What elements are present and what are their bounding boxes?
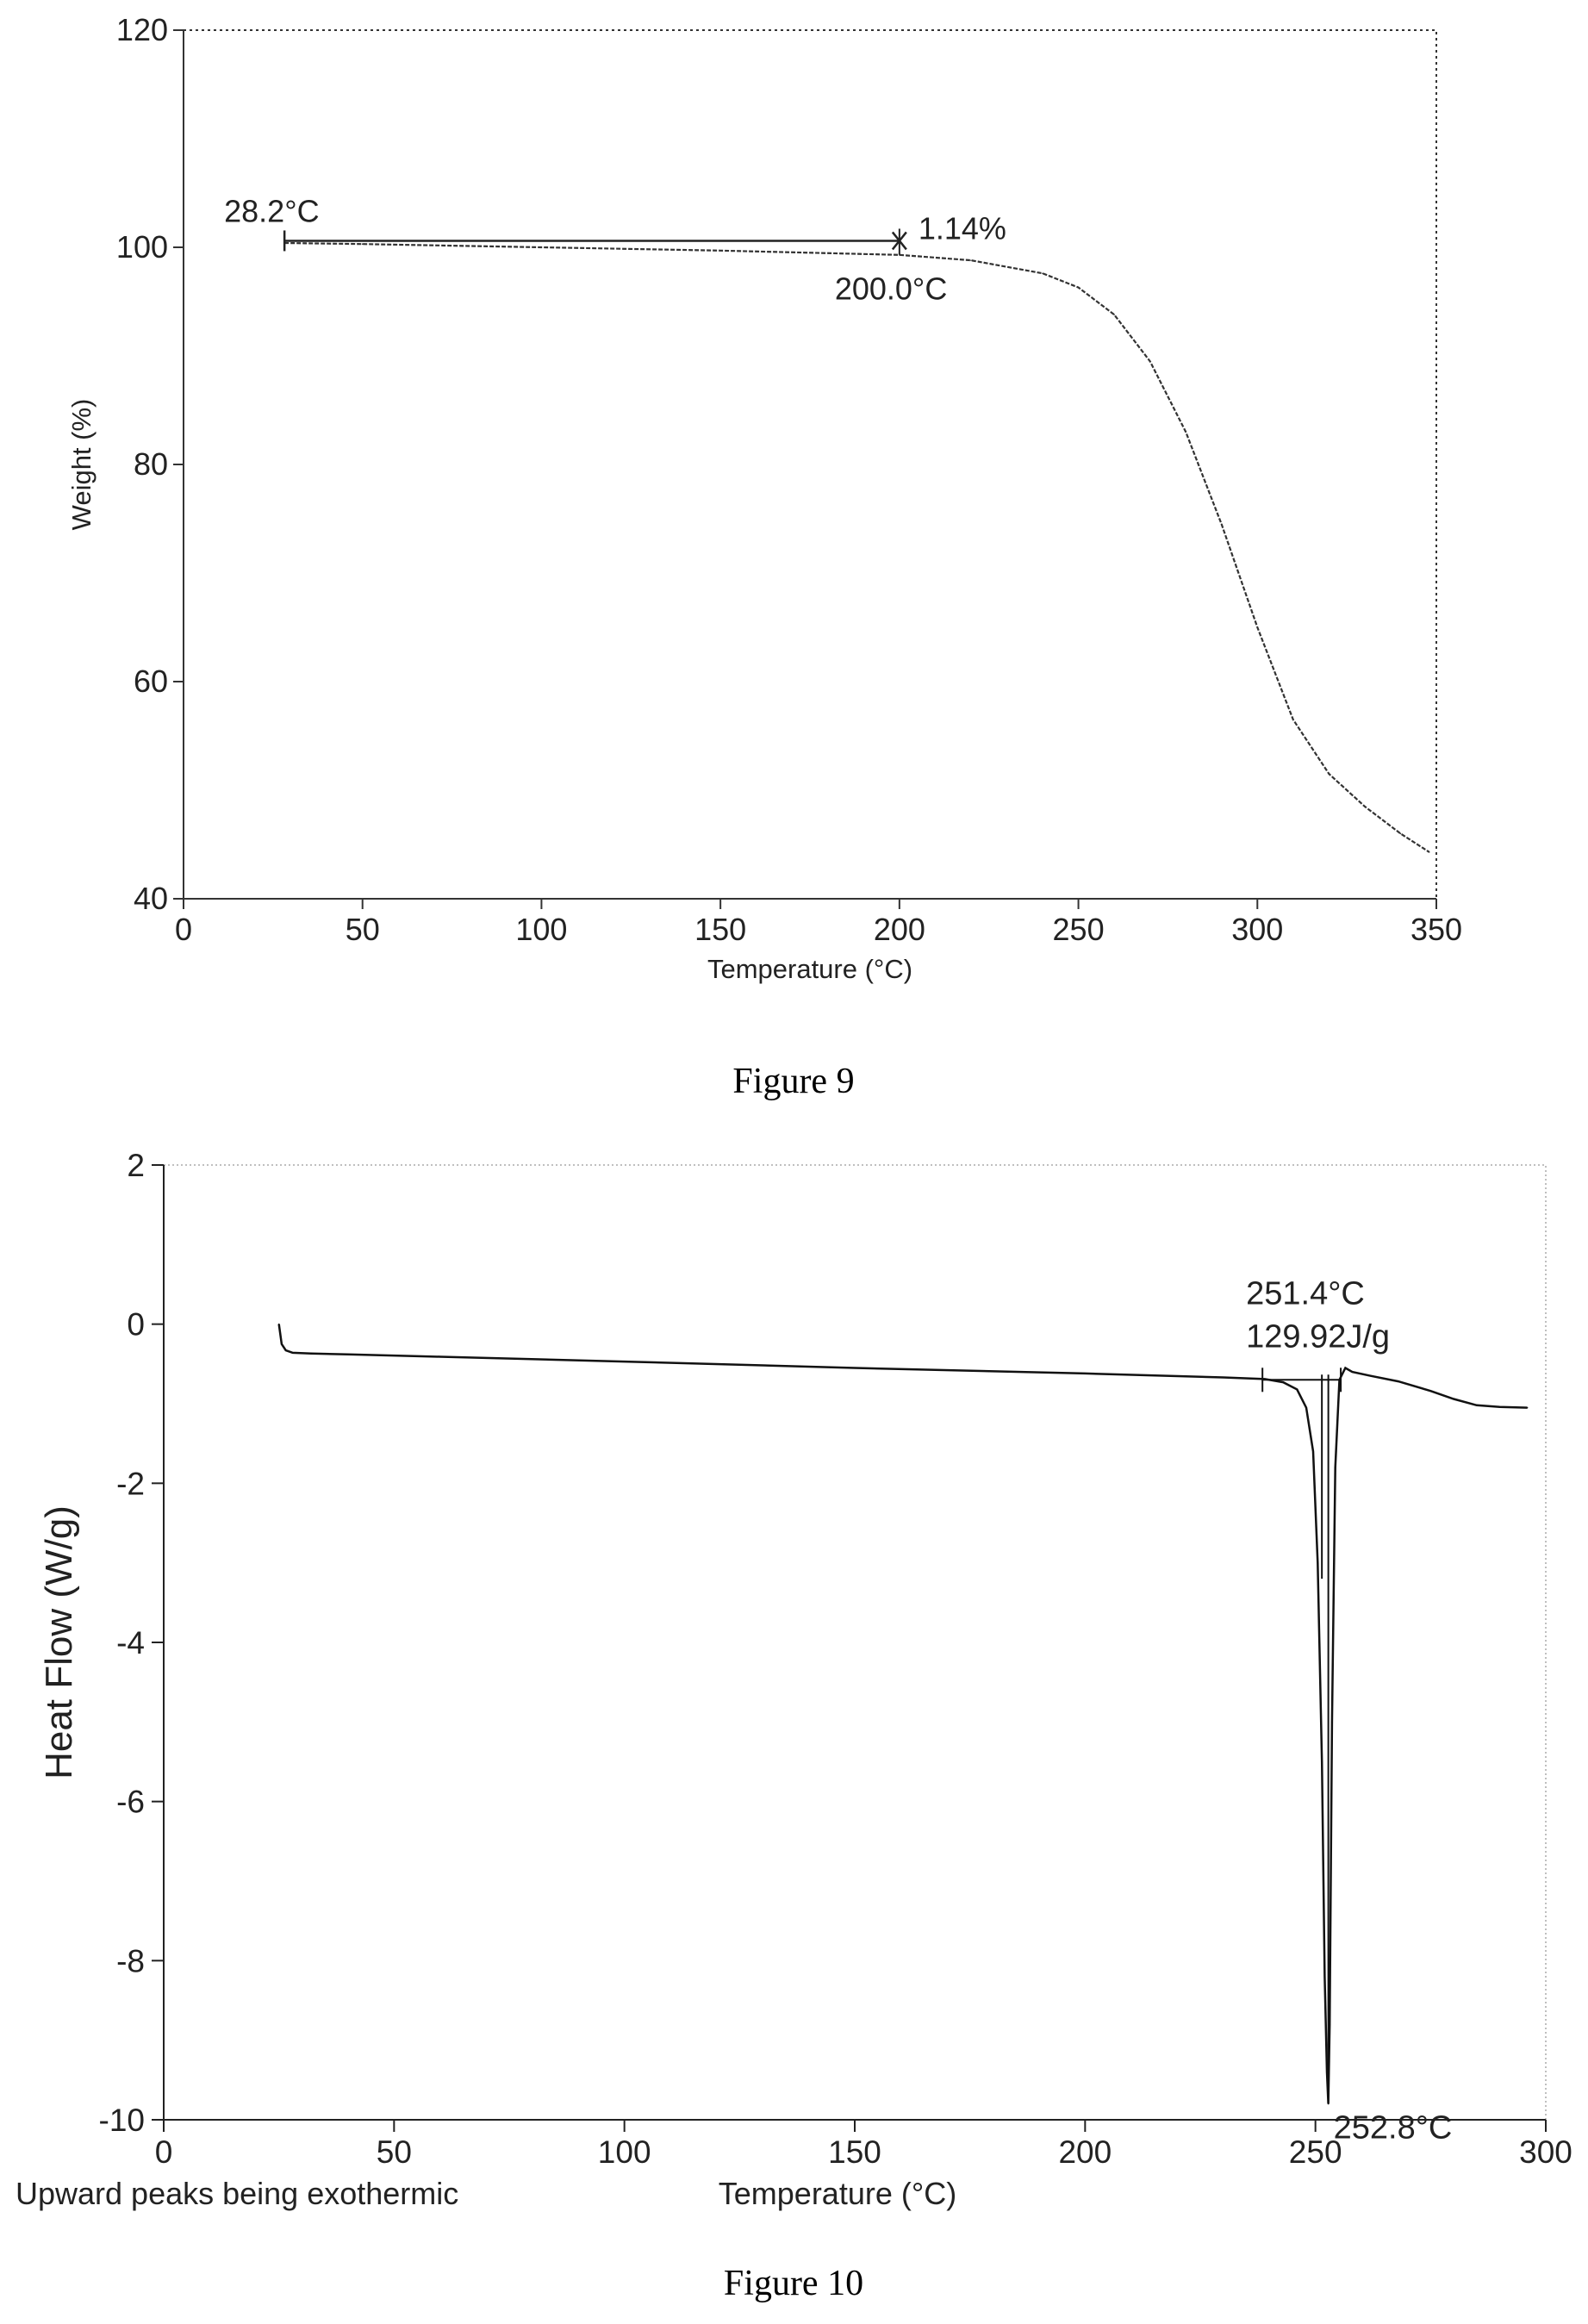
data-point (1351, 1371, 1354, 1373)
data-point (1312, 1450, 1314, 1453)
data-point (347, 1353, 349, 1355)
x-tick-label: 100 (598, 2134, 651, 2170)
x-tick-label: 150 (694, 912, 746, 947)
data-point (1113, 314, 1115, 315)
annotation-weight-loss: 1.14% (919, 210, 1006, 246)
plot-frame (183, 29, 1437, 900)
data-point (1149, 360, 1151, 363)
data-point (1282, 1381, 1285, 1383)
data-point (1344, 1367, 1347, 1369)
annotation-onset-temp: 251.4°C (1246, 1275, 1365, 1312)
y-tick-label: 0 (127, 1307, 145, 1343)
y-tick-label: 2 (127, 1148, 145, 1183)
y-axis-title: Weight (%) (66, 399, 97, 531)
data-point (1185, 431, 1186, 433)
data-point (1256, 626, 1259, 628)
x-tick-label: 100 (515, 912, 567, 947)
data-point (1398, 1380, 1399, 1382)
data-point (361, 243, 364, 246)
data-point (623, 1361, 626, 1362)
data-point (970, 259, 972, 261)
data-point (291, 1352, 294, 1354)
x-axis-title: Temperature (°C) (707, 954, 912, 984)
data-point (1328, 773, 1330, 775)
data-point (1453, 1398, 1454, 1400)
x-tick-label: 150 (828, 2134, 881, 2170)
data-point (1334, 1467, 1336, 1468)
tga-chart: 0 50 100 150 200 250 300 350 40 60 80 100 120 Tempera… (66, 12, 1462, 984)
data-point (439, 1355, 441, 1358)
x-tick-label: 50 (377, 2134, 412, 2170)
exothermic-note: Upward peaks being exothermic (16, 2176, 458, 2211)
y-tick-label: -4 (116, 1625, 145, 1660)
data-point (1326, 2071, 1328, 2073)
data-point (1428, 851, 1430, 853)
data-point (1305, 1406, 1307, 1409)
heat-flow-curve (277, 1324, 1528, 2104)
y-tick-label: -6 (116, 1785, 145, 1820)
y-tick-label: 80 (134, 446, 168, 482)
figure-10-caption: Figure 10 (724, 2264, 863, 2303)
y-tick-label: 40 (134, 881, 168, 916)
data-point (719, 249, 721, 252)
annotation-peak-temp: 252.8°C (1334, 2110, 1453, 2146)
x-tick-label: 200 (874, 912, 925, 947)
x-tick-label: 250 (1289, 2134, 1342, 2170)
data-point (1220, 523, 1223, 526)
data-point (1222, 1376, 1224, 1379)
y-axis-title: Heat Flow (W/g) (38, 1505, 80, 1779)
data-point (277, 1323, 280, 1325)
x-tick-label: 300 (1231, 912, 1283, 947)
data-point (1292, 719, 1294, 720)
data-point (1429, 1390, 1432, 1393)
annotation-enthalpy: 129.92J/g (1246, 1318, 1390, 1355)
data-point (1317, 1561, 1319, 1564)
data-point (1370, 1374, 1372, 1377)
data-point (1296, 1388, 1298, 1391)
data-point (1323, 1976, 1326, 1978)
figure-9-caption: Figure 9 (732, 1062, 854, 1101)
weight-curve (284, 241, 1430, 853)
x-tick-label: 0 (175, 912, 192, 947)
x-tick-label: 350 (1411, 912, 1462, 947)
data-point (281, 1343, 283, 1345)
data-point (1329, 2023, 1331, 2025)
x-tick-label: 250 (1053, 912, 1105, 947)
x-axis-title: Temperature (°C) (719, 2176, 956, 2211)
y-tick-label: 100 (116, 229, 168, 265)
data-point (1084, 1373, 1087, 1374)
y-tick-label: -2 (116, 1466, 145, 1501)
y-tick-label: -8 (116, 1943, 145, 1978)
annotation-end-temp: 200.0°C (835, 271, 947, 306)
y-tick-label: 60 (134, 664, 168, 699)
data-point (1331, 1721, 1333, 1723)
data-point (310, 1353, 312, 1355)
data-point (1042, 272, 1043, 275)
data-point (1077, 286, 1080, 289)
x-tick-label: 0 (155, 2134, 173, 2170)
x-tick-label: 200 (1058, 2134, 1112, 2170)
data-point (1364, 806, 1366, 807)
data-point (1498, 1405, 1501, 1408)
y-tick-label: 120 (116, 12, 168, 47)
data-point (1526, 1406, 1529, 1409)
y-tick-label: -10 (99, 2103, 145, 2138)
dsc-chart: 0 50 100 150 200 250 300 -10 -8 -6 -4 -2 0 2 Temperatu… (16, 1148, 1572, 2211)
x-tick-label: 300 (1519, 2134, 1572, 2170)
data-point (1321, 1760, 1323, 1763)
data-point (540, 246, 543, 248)
annotation-start-temp: 28.2°C (224, 193, 319, 228)
data-point (284, 1349, 287, 1351)
data-point (1399, 832, 1402, 835)
data-point (854, 1367, 856, 1369)
x-tick-label: 50 (346, 912, 380, 947)
data-point (1476, 1405, 1478, 1406)
